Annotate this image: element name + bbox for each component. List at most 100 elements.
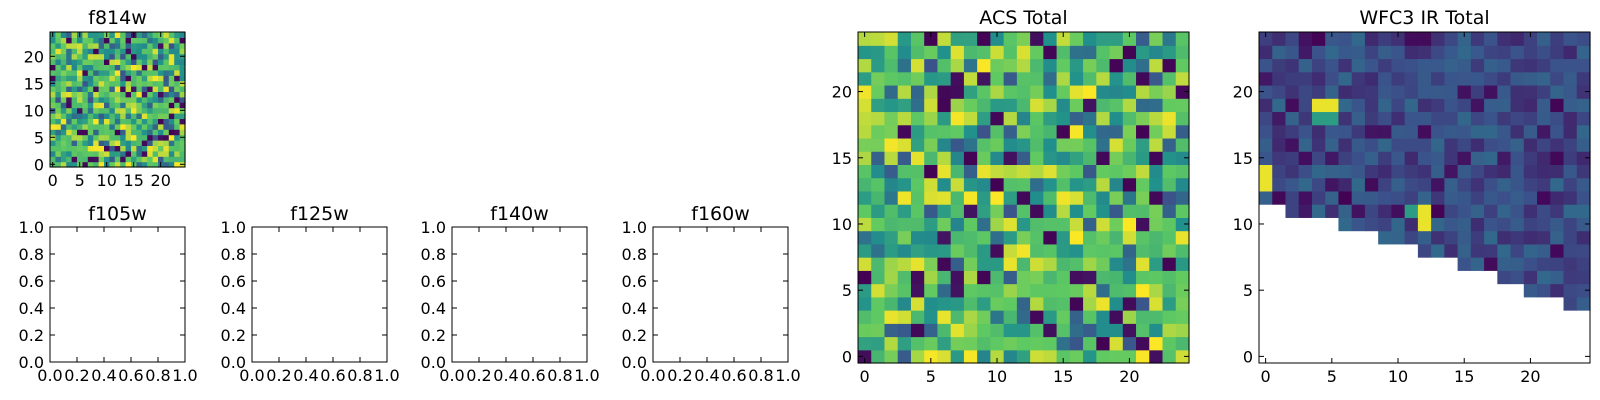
heatmap-cell — [136, 129, 143, 136]
heatmap-cell — [1391, 190, 1406, 205]
heatmap-cell — [71, 134, 78, 141]
heatmap-cell — [1003, 124, 1018, 139]
heatmap-cell — [1470, 243, 1485, 258]
heatmap-cell — [66, 123, 73, 130]
heatmap-cell — [1136, 283, 1150, 298]
heatmap-cell — [1364, 111, 1379, 126]
heatmap-cell — [66, 134, 73, 141]
heatmap-cell — [1338, 164, 1353, 179]
heatmap-cell — [174, 102, 181, 109]
heatmap-cell — [1563, 217, 1578, 232]
heatmap-cell — [1136, 45, 1150, 60]
heatmap-cell — [1136, 336, 1150, 351]
heatmap-cell — [147, 37, 154, 44]
heatmap-cell — [1537, 204, 1551, 218]
heatmap-cell — [158, 107, 164, 114]
heatmap-cell — [910, 257, 925, 271]
heatmap-cell — [1016, 137, 1031, 152]
heatmap-cell — [1162, 217, 1177, 232]
heatmap-cell — [1162, 270, 1177, 285]
heatmap-cell — [1056, 204, 1071, 218]
heatmap-cell — [1109, 32, 1124, 46]
heatmap-cell — [1338, 151, 1353, 165]
heatmap-cell — [1576, 151, 1591, 165]
heatmap-cell — [104, 145, 110, 152]
x-tick-label: 0.0 — [37, 366, 62, 385]
heatmap-cell — [163, 96, 170, 103]
heatmap-cell — [131, 145, 137, 152]
heatmap-cell — [1003, 230, 1018, 245]
heatmap-cell — [1576, 137, 1591, 152]
heatmap-cell — [114, 134, 121, 141]
heatmap-cell — [60, 150, 67, 157]
heatmap-cell — [990, 217, 1005, 232]
heatmap-cell — [1523, 137, 1538, 152]
heatmap-cell — [114, 53, 121, 60]
heatmap-cell — [1136, 84, 1150, 99]
heatmap-cell — [168, 96, 175, 103]
heatmap-cell — [114, 102, 121, 109]
heatmap-cell — [1285, 124, 1300, 139]
heatmap-cell — [950, 190, 965, 205]
heatmap-cell — [77, 134, 83, 141]
heatmap-cell — [1391, 58, 1406, 73]
heatmap-cell — [1311, 164, 1326, 179]
heatmap-cell — [66, 32, 73, 38]
heatmap-cell — [1576, 204, 1591, 218]
heatmap-cell — [1109, 71, 1124, 86]
heatmap-cell — [924, 151, 939, 165]
heatmap-cell — [1576, 257, 1591, 271]
heatmap-cell — [98, 53, 105, 60]
heatmap-cell — [963, 177, 978, 192]
heatmap-cell — [950, 98, 965, 113]
x-tick-label: 20 — [151, 171, 171, 190]
x-tick-label: 15 — [1053, 367, 1073, 386]
heatmap-cell — [1497, 243, 1512, 258]
heatmap-cell — [1096, 257, 1111, 271]
heatmap-cell — [1043, 323, 1058, 338]
heatmap-cell — [87, 48, 94, 55]
heatmap-cell — [179, 64, 186, 71]
heatmap-cell — [858, 243, 872, 258]
heatmap-cell — [168, 69, 175, 76]
heatmap-cell — [158, 80, 164, 87]
y-tick-label: 0 — [34, 155, 44, 174]
heatmap-cell — [1149, 230, 1164, 245]
heatmap-cell — [87, 80, 94, 87]
heatmap-cell — [1563, 270, 1578, 285]
heatmap-cell — [897, 45, 912, 60]
heatmap-cell — [82, 59, 89, 65]
heatmap-cell — [871, 349, 886, 364]
heatmap-cell — [1162, 349, 1177, 364]
heatmap-cell — [109, 134, 116, 141]
heatmap-cell — [174, 59, 181, 65]
heatmap-cell — [1470, 32, 1485, 46]
heatmap-cell — [1136, 124, 1150, 139]
heatmap-cell — [897, 349, 912, 364]
heatmap-cell — [66, 69, 73, 76]
heatmap-cell — [1083, 71, 1097, 86]
heatmap-cell — [1149, 310, 1164, 324]
heatmap-cell — [1391, 124, 1406, 139]
heatmap-cell — [1576, 32, 1591, 46]
heatmap-cell — [1162, 230, 1177, 245]
heatmap-cell — [141, 48, 148, 55]
y-tick-label: 1.0 — [221, 218, 246, 237]
heatmap-cell — [179, 32, 186, 38]
heatmap-cell — [1096, 177, 1111, 192]
heatmap-cell — [87, 42, 94, 49]
heatmap-cell — [1510, 98, 1525, 113]
heatmap-cell — [963, 230, 978, 245]
heatmap-cell — [168, 129, 175, 136]
heatmap-cell — [1003, 204, 1018, 218]
heatmap-cell — [152, 32, 159, 38]
heatmap-cell — [950, 270, 965, 285]
heatmap-cell — [1537, 45, 1551, 60]
heatmap-cell — [1470, 230, 1485, 245]
heatmap-cell — [1003, 151, 1018, 165]
heatmap-cell — [1030, 71, 1044, 86]
heatmap-cell — [131, 123, 137, 130]
heatmap-cell — [950, 217, 965, 232]
heatmap-cell — [152, 53, 159, 60]
heatmap-cell — [897, 98, 912, 113]
